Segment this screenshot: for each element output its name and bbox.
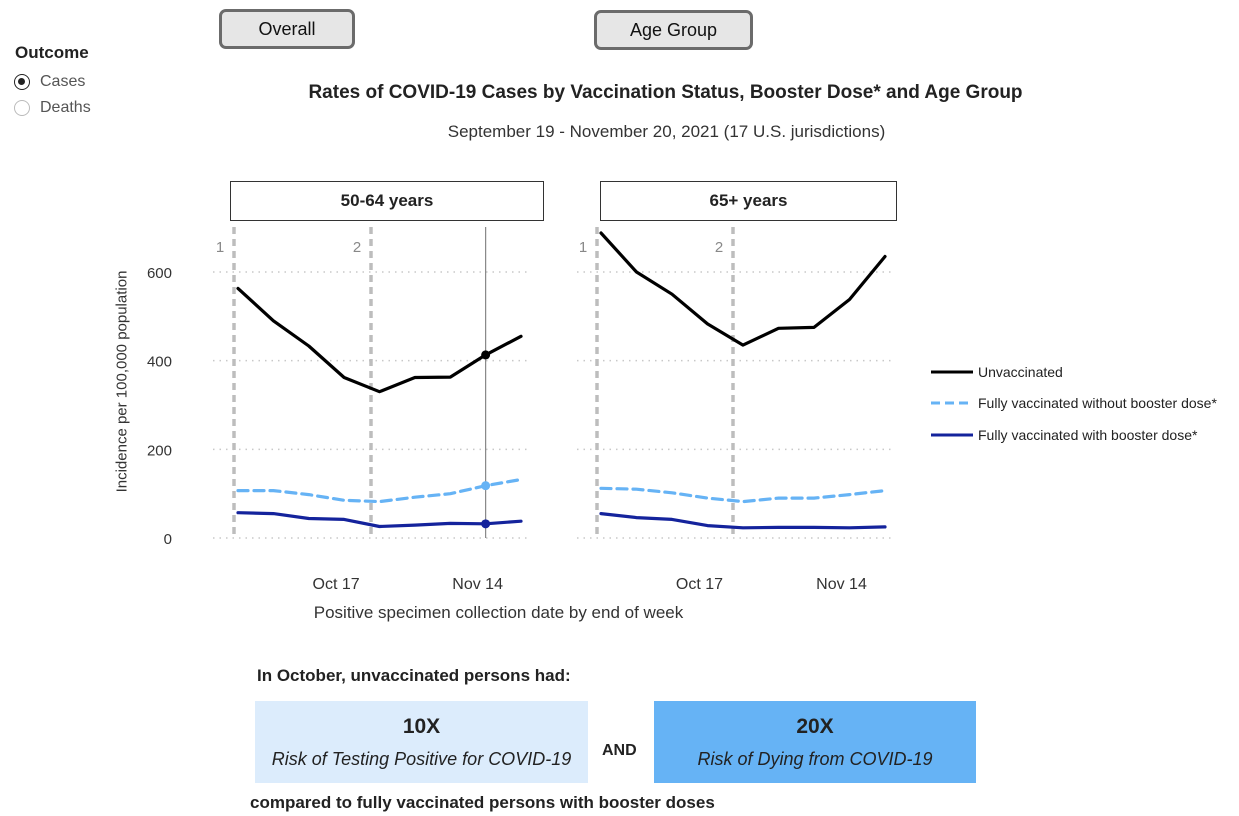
series-line — [236, 511, 523, 529]
x-tick-label: Nov 14 — [816, 576, 867, 593]
outcome-title: Outcome — [15, 43, 89, 62]
series-line — [599, 486, 887, 504]
series-line — [236, 477, 523, 504]
radio-unselected-icon[interactable] — [14, 100, 30, 116]
y-tick-label: 600 — [147, 265, 172, 282]
legend-item-fully-vaccinated-booster[interactable]: Fully vaccinated with booster dose* — [930, 427, 1197, 443]
stat-box-text: Risk of Testing Positive for COVID-19 — [271, 749, 572, 769]
stat-box-value: 20X — [796, 715, 834, 738]
legend-item-unvaccinated[interactable]: Unvaccinated — [930, 364, 1063, 380]
series-line — [599, 511, 887, 530]
outcome-option-label: Deaths — [40, 99, 91, 116]
legend-line-solid-icon — [931, 370, 973, 374]
reference-line-label: 1 — [579, 239, 587, 256]
y-tick-label: 200 — [147, 442, 172, 459]
summary-intro: In October, unvaccinated persons had: — [257, 666, 571, 685]
x-axis-label: Positive specimen collection date by end… — [313, 603, 684, 622]
hover-point — [481, 481, 491, 491]
stat-box-cases: 10X Risk of Testing Positive for COVID-1… — [255, 701, 588, 783]
stat-box-value: 10X — [402, 715, 441, 738]
stat-box-deaths: 20X Risk of Dying from COVID-19 — [654, 701, 976, 783]
radio-selected-icon[interactable] — [14, 74, 30, 90]
legend-label: Fully vaccinated with booster dose* — [978, 427, 1198, 443]
and-label: AND — [602, 742, 637, 759]
hover-point — [481, 519, 491, 529]
x-tick-label: Oct 17 — [313, 576, 360, 593]
y-tick-label: 0 — [164, 531, 172, 548]
summary-footer: compared to fully vaccinated persons wit… — [250, 793, 715, 812]
chart-title: Rates of COVID-19 Cases by Vaccination S… — [308, 82, 1023, 103]
panel-label-65-plus: 65+ years — [600, 181, 897, 221]
legend-label: Unvaccinated — [978, 364, 1063, 380]
outcome-option-label: Cases — [40, 73, 86, 90]
stat-box-text: Risk of Dying from COVID-19 — [697, 749, 933, 769]
overall-tab-button[interactable]: Overall — [219, 9, 355, 49]
panel-label-50-64: 50-64 years — [230, 181, 544, 221]
y-tick-label: 400 — [147, 354, 172, 371]
series-line — [599, 231, 887, 347]
hover-point — [481, 350, 491, 360]
legend-label: Fully vaccinated without booster dose* — [978, 395, 1217, 411]
reference-line-label: 2 — [715, 239, 723, 256]
reference-line-label: 1 — [216, 239, 224, 256]
series-line — [236, 286, 523, 394]
age-group-tab-button[interactable]: Age Group — [594, 10, 753, 50]
legend-line-dashed-icon — [931, 401, 973, 405]
x-tick-label: Nov 14 — [452, 576, 503, 593]
legend-line-solid-icon — [931, 433, 973, 437]
legend-item-fully-vaccinated-no-booster[interactable]: Fully vaccinated without booster dose* — [930, 395, 1217, 411]
y-axis-label: Incidence per 100,000 population — [113, 270, 131, 493]
outcome-option-cases[interactable]: Cases — [14, 73, 85, 91]
chart-subtitle: September 19 - November 20, 2021 (17 U.S… — [447, 122, 886, 141]
outcome-option-deaths[interactable]: Deaths — [14, 99, 91, 117]
reference-line-label: 2 — [353, 239, 361, 256]
x-tick-label: Oct 17 — [676, 576, 723, 593]
